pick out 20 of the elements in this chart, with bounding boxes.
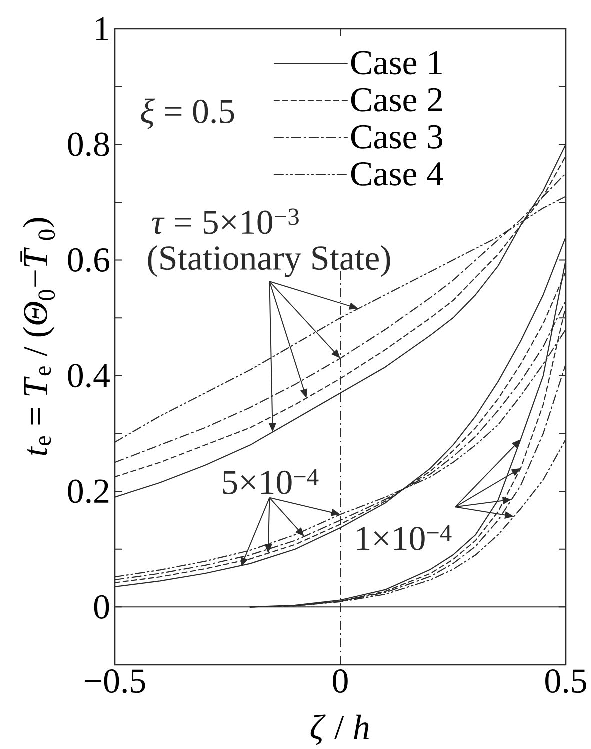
x-axis-title: ζ / h <box>310 714 369 746</box>
legend-label: Case 2 <box>351 88 442 112</box>
x-tick-label: 0 <box>333 670 348 694</box>
y-tick-label: 0.6 <box>68 248 110 272</box>
annotation: (Stationary State) <box>148 246 390 278</box>
annotation: ξ = 0.5 <box>141 98 234 130</box>
y-tick-label: 0 <box>94 595 110 619</box>
y-tick-label: 0.4 <box>68 364 110 388</box>
x-tick-label: −0.5 <box>85 670 146 694</box>
y-tick-label: 0.2 <box>68 480 109 504</box>
annotation: 1×10$^{−4}$ <box>357 525 452 551</box>
text: t$_{e}$ = T$_{e}$ / (Θ$_{0}$−T̄$_{0}$) <box>20 218 56 456</box>
y-tick-label: 0.8 <box>68 132 110 156</box>
legend-label: Case 3 <box>351 125 443 149</box>
annotation: 5×10$^{−4}$ <box>223 469 319 494</box>
y-tick-label: 1 <box>96 17 108 40</box>
legend-label: Case 1 <box>351 51 442 75</box>
x-tick-label: 0.5 <box>546 670 586 694</box>
annotation: τ = 5×10$^{−3}$ <box>152 208 299 234</box>
legend-label: Case 4 <box>351 162 444 186</box>
